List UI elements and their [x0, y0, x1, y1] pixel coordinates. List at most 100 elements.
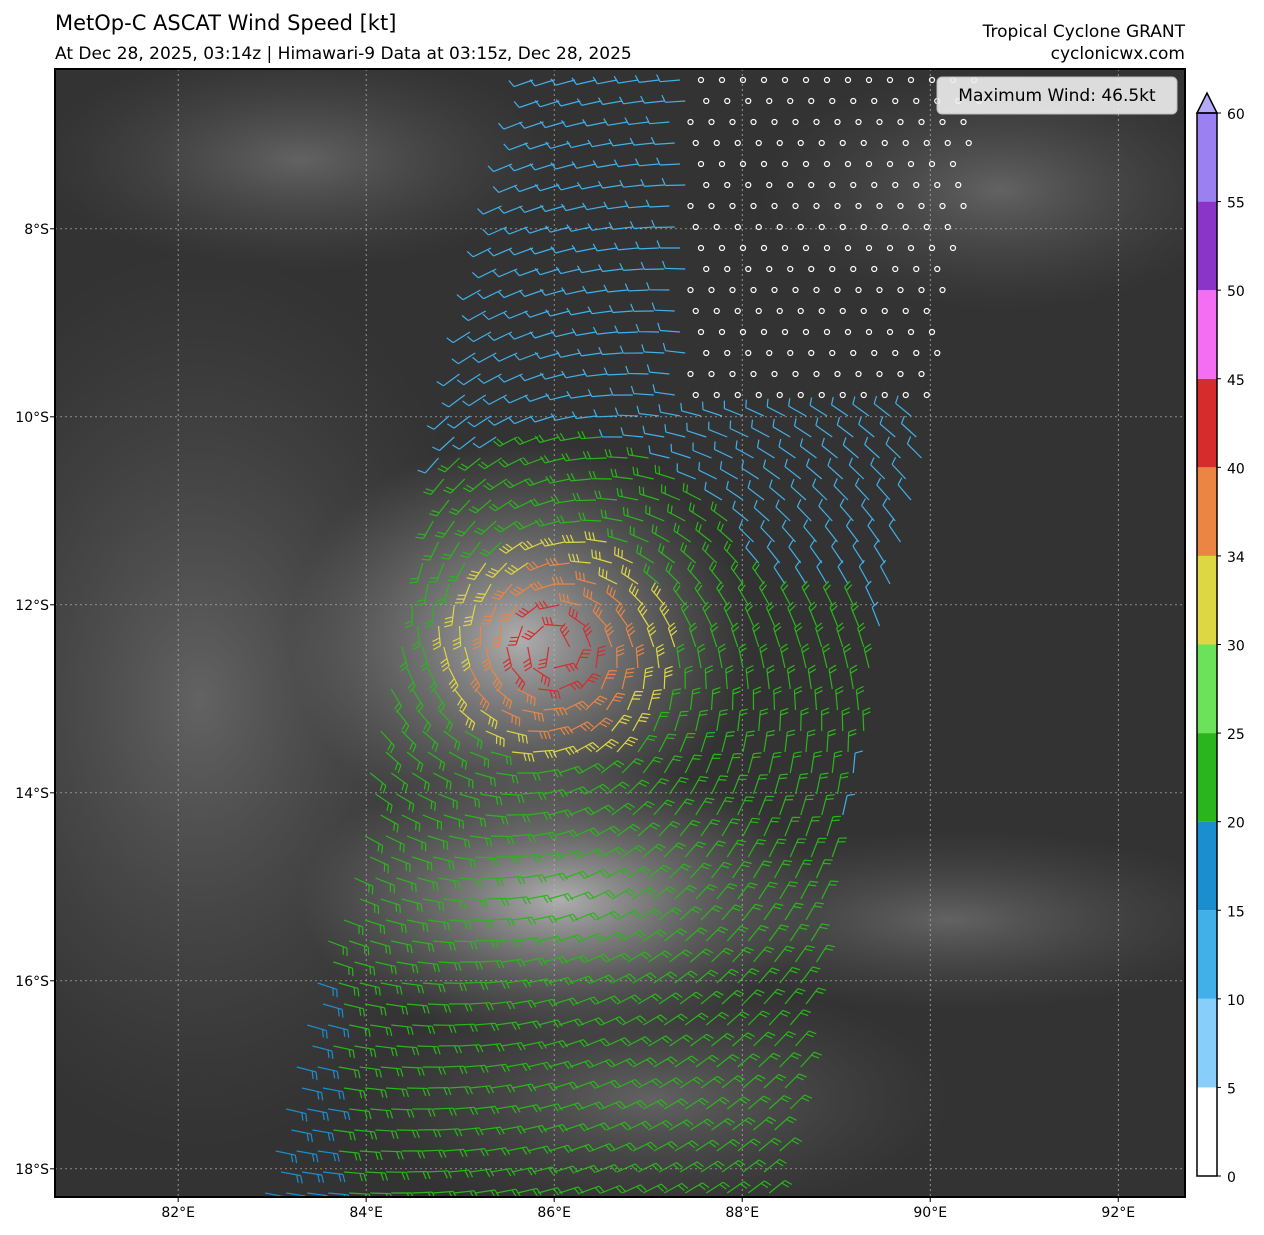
barb [433, 940, 456, 951]
barb [490, 751, 512, 766]
calm [855, 286, 862, 294]
barb [688, 502, 707, 522]
barb [385, 751, 402, 774]
barb [396, 877, 417, 893]
barb [616, 909, 641, 921]
barb [686, 422, 707, 438]
barb [508, 415, 534, 425]
barb [518, 121, 544, 129]
barb [608, 138, 633, 147]
barb [571, 244, 597, 253]
barb [380, 730, 395, 754]
barb [619, 345, 644, 354]
calm [871, 181, 878, 189]
barb [598, 567, 618, 585]
barb [745, 399, 765, 417]
barb [443, 1065, 468, 1074]
barb [468, 499, 492, 514]
barb [768, 838, 787, 858]
barb [569, 721, 594, 732]
barb [721, 1160, 746, 1173]
calm [697, 76, 705, 84]
barb [662, 260, 686, 270]
barb [621, 758, 644, 774]
barb [391, 940, 413, 954]
barb [613, 159, 639, 168]
barb [508, 247, 534, 256]
barb [606, 1037, 631, 1047]
barb [417, 709, 432, 733]
barb [456, 373, 481, 386]
barb [616, 1163, 642, 1173]
barb [695, 1054, 720, 1068]
barb [435, 583, 450, 605]
barb [789, 838, 807, 858]
barb [765, 601, 776, 627]
barb [679, 906, 703, 921]
barb [674, 710, 689, 732]
barb [576, 181, 602, 190]
barb [762, 459, 781, 480]
barb [391, 1108, 415, 1118]
barb [622, 1184, 647, 1194]
barb [702, 601, 713, 627]
barb [537, 646, 550, 670]
barb [668, 688, 682, 711]
calm [781, 160, 789, 168]
barb [571, 77, 597, 86]
barb [645, 116, 670, 125]
barb [540, 204, 565, 213]
calm [771, 202, 778, 210]
barb [595, 738, 619, 753]
barb [527, 1145, 553, 1154]
y-tick-label: 14°S [15, 786, 49, 802]
barb [482, 394, 508, 405]
barb [702, 401, 723, 417]
barb [532, 1166, 558, 1175]
barb [539, 537, 565, 547]
calm [703, 97, 710, 105]
calm [750, 286, 757, 294]
barb [821, 880, 839, 900]
barb [443, 478, 466, 494]
barb [632, 887, 657, 900]
barb [301, 1087, 324, 1101]
barb [642, 843, 666, 858]
barb [705, 926, 729, 942]
barb [522, 791, 547, 801]
barb [577, 430, 602, 440]
barb [322, 1087, 345, 1100]
barb [620, 564, 639, 585]
barb [433, 856, 455, 870]
barb [501, 876, 526, 885]
barb [642, 1183, 668, 1194]
calm [855, 202, 862, 210]
calm [829, 349, 836, 357]
barb [595, 1164, 621, 1173]
barb [808, 601, 818, 627]
colorbar-bin [1197, 113, 1217, 202]
barb [662, 342, 686, 354]
barb [620, 427, 644, 438]
barb [364, 1171, 389, 1181]
barb [454, 520, 476, 537]
calm [928, 160, 936, 168]
barb [503, 226, 528, 235]
barb [863, 643, 873, 669]
barb [725, 665, 734, 690]
barb [587, 139, 612, 148]
barb [651, 302, 675, 312]
barb [496, 772, 519, 784]
barb [629, 220, 654, 229]
calm [766, 97, 773, 105]
barb [485, 730, 505, 747]
barb [742, 903, 764, 921]
barb [616, 1078, 642, 1089]
calm [839, 391, 846, 399]
barb [630, 385, 654, 396]
barb [448, 1169, 474, 1178]
calm [865, 76, 873, 84]
barb [338, 1066, 361, 1079]
barb [572, 492, 597, 502]
barb [627, 1120, 652, 1131]
